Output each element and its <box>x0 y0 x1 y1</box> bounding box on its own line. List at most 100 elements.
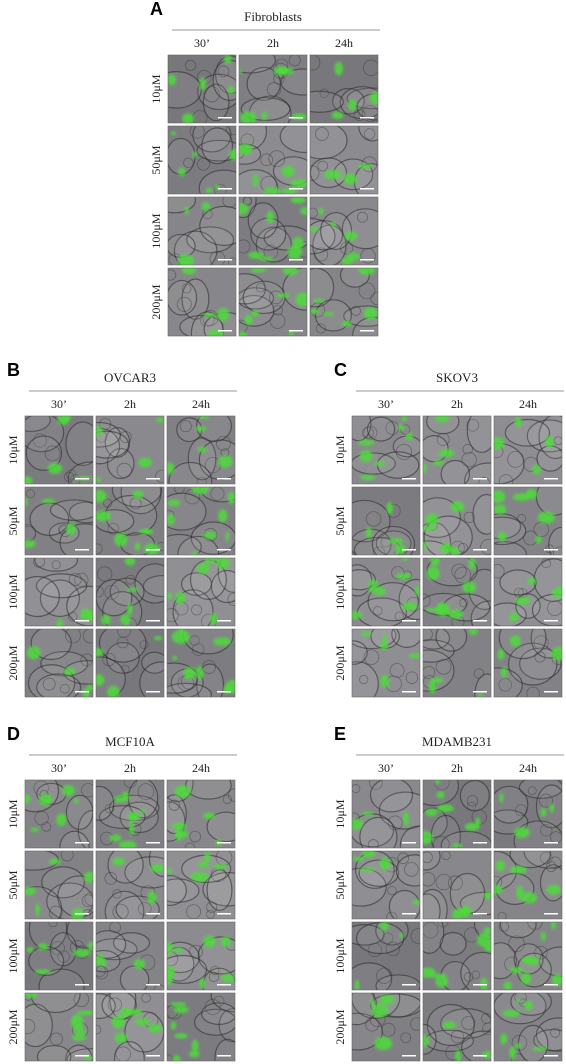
micrograph-content <box>25 629 93 697</box>
green-signal <box>516 998 521 1004</box>
green-signal <box>101 961 107 967</box>
nucleus <box>369 780 383 790</box>
green-signal <box>184 206 190 215</box>
nucleus <box>364 128 376 140</box>
nucleus <box>189 830 202 843</box>
scale-bar <box>473 913 487 915</box>
green-signal <box>352 818 363 830</box>
nucleus <box>239 239 251 254</box>
nucleus <box>33 433 48 448</box>
green-signal <box>323 311 334 316</box>
micrograph-content <box>423 487 491 555</box>
green-signal <box>380 674 390 688</box>
column-header: 2h <box>451 761 463 775</box>
green-signal <box>177 254 194 265</box>
nucleus <box>96 585 104 598</box>
green-signal <box>172 1054 181 1061</box>
row-label: 50μM <box>333 506 347 535</box>
green-signal <box>423 540 428 551</box>
nucleus <box>63 471 75 482</box>
cell-outline <box>371 525 416 555</box>
column-header: 30’ <box>51 761 67 775</box>
green-signal <box>521 957 532 962</box>
micrograph <box>309 267 379 337</box>
green-signal <box>423 967 436 978</box>
green-signal <box>213 637 231 646</box>
nucleus <box>59 683 70 694</box>
green-signal <box>195 426 207 432</box>
micrograph-content <box>494 629 562 697</box>
green-signal <box>438 449 455 458</box>
green-signal <box>147 891 157 904</box>
scale-bar <box>217 549 231 551</box>
green-signal <box>203 531 217 539</box>
green-signal <box>509 966 524 974</box>
nucleus <box>107 522 120 535</box>
green-signal <box>403 812 410 826</box>
nucleus <box>365 1017 380 1032</box>
cell-outline <box>38 968 85 990</box>
micrograph <box>422 921 492 991</box>
green-signal <box>362 811 374 816</box>
micrograph-frame <box>422 992 492 1062</box>
nucleus <box>60 851 74 862</box>
nucleus <box>44 445 61 462</box>
micrograph-content <box>352 922 420 990</box>
green-signal <box>514 416 522 428</box>
green-signal <box>343 173 357 185</box>
green-signal <box>291 113 307 121</box>
green-signal <box>374 1036 393 1051</box>
column-header: 2h <box>124 397 136 411</box>
micrograph-frame <box>493 628 563 698</box>
micrograph-content <box>494 558 562 626</box>
micrograph-content <box>96 993 164 1061</box>
cell-outline <box>65 421 93 467</box>
nucleus <box>50 1032 63 1046</box>
micrograph-frame <box>493 557 563 627</box>
cell-outline <box>104 427 131 458</box>
nucleus <box>497 911 507 919</box>
scale-bar <box>544 549 558 551</box>
panel-letter: B <box>7 360 20 380</box>
cell-outline <box>142 574 164 598</box>
green-signal <box>434 780 441 784</box>
green-signal <box>494 490 506 504</box>
green-signal <box>464 822 480 831</box>
nucleus <box>387 885 397 896</box>
green-signal <box>142 528 151 534</box>
green-signal <box>156 417 164 423</box>
nucleus <box>361 105 378 122</box>
scale-bar <box>146 1055 160 1057</box>
cell-outline <box>186 226 235 254</box>
micrograph-content <box>423 922 491 990</box>
cell-outline <box>168 461 213 484</box>
micrograph-bg <box>310 126 378 194</box>
green-signal <box>497 648 505 660</box>
green-signal <box>532 464 542 475</box>
micrograph <box>95 415 165 485</box>
cell-outline <box>141 651 164 674</box>
cell-outline <box>242 280 286 315</box>
micrograph <box>166 557 236 627</box>
micrograph-frame <box>24 557 94 627</box>
cell-outline <box>96 993 116 1020</box>
green-signal <box>425 513 439 526</box>
micrograph-content <box>168 55 236 123</box>
cell-outline <box>320 211 353 251</box>
micrograph-content <box>96 629 164 697</box>
nucleus <box>214 183 227 194</box>
green-signal <box>354 979 360 990</box>
green-signal <box>469 629 478 636</box>
nucleus <box>358 282 376 300</box>
cell-outline <box>310 126 348 160</box>
green-signal <box>334 61 343 76</box>
nucleus <box>116 462 133 479</box>
cell-outline <box>352 640 368 665</box>
green-signal <box>368 579 379 587</box>
micrograph-frame <box>95 557 165 627</box>
nucleus <box>119 431 132 443</box>
green-signal <box>38 793 53 806</box>
green-signal <box>174 785 191 798</box>
micrograph <box>24 921 94 991</box>
green-signal <box>167 868 173 874</box>
